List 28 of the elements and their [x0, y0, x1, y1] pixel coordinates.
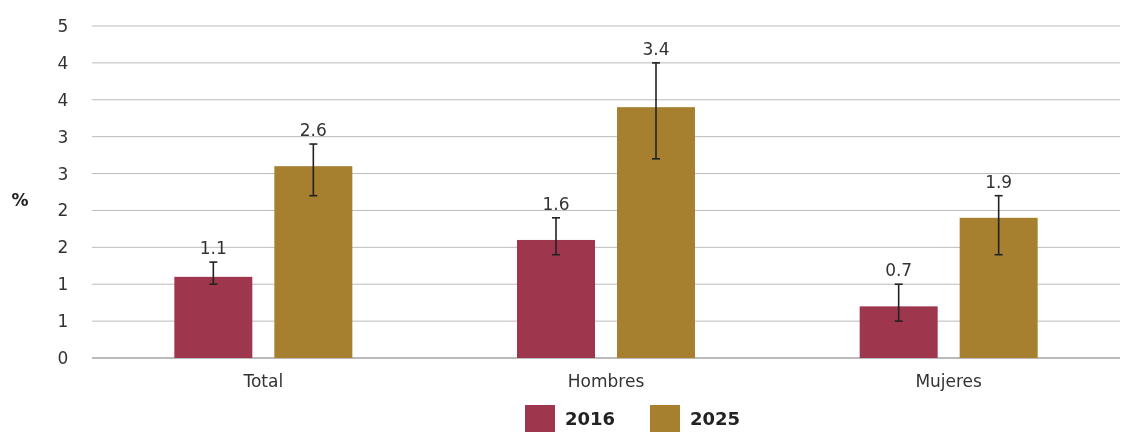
y-tick-label: 5 [57, 15, 69, 36]
y-tick-label: 0 [57, 347, 69, 368]
bar [274, 166, 353, 358]
bar [174, 276, 253, 358]
bar [517, 239, 595, 358]
data-label: 1.1 [199, 238, 227, 259]
y-tick-label: 4 [57, 89, 69, 110]
data-label: 2.6 [299, 120, 327, 141]
legend-label: 2016 [565, 408, 616, 430]
data-label: 3.4 [642, 38, 670, 59]
x-tick-label: Mujeres [915, 370, 983, 391]
y-tick-label: 3 [57, 163, 69, 184]
y-tick-label: 2 [57, 237, 69, 258]
data-label: 0.7 [885, 260, 913, 281]
data-label: 1.6 [542, 193, 570, 214]
bar [959, 217, 1038, 358]
y-tick-label: 1 [57, 274, 69, 295]
bar [859, 306, 938, 358]
x-tick-label: Total [242, 370, 284, 391]
y-tick-label: 3 [57, 126, 69, 147]
data-label: 1.9 [985, 171, 1013, 192]
y-tick-label: 2 [57, 200, 69, 221]
bar [617, 107, 695, 358]
legend-label: 2025 [690, 408, 741, 430]
y-tick-label: 1 [57, 311, 69, 332]
y-axis-title: % [11, 189, 29, 210]
x-tick-label: Hombres [567, 370, 645, 391]
y-tick-label: 4 [57, 52, 69, 73]
